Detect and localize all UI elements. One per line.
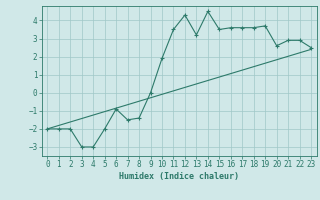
X-axis label: Humidex (Indice chaleur): Humidex (Indice chaleur) [119,172,239,181]
